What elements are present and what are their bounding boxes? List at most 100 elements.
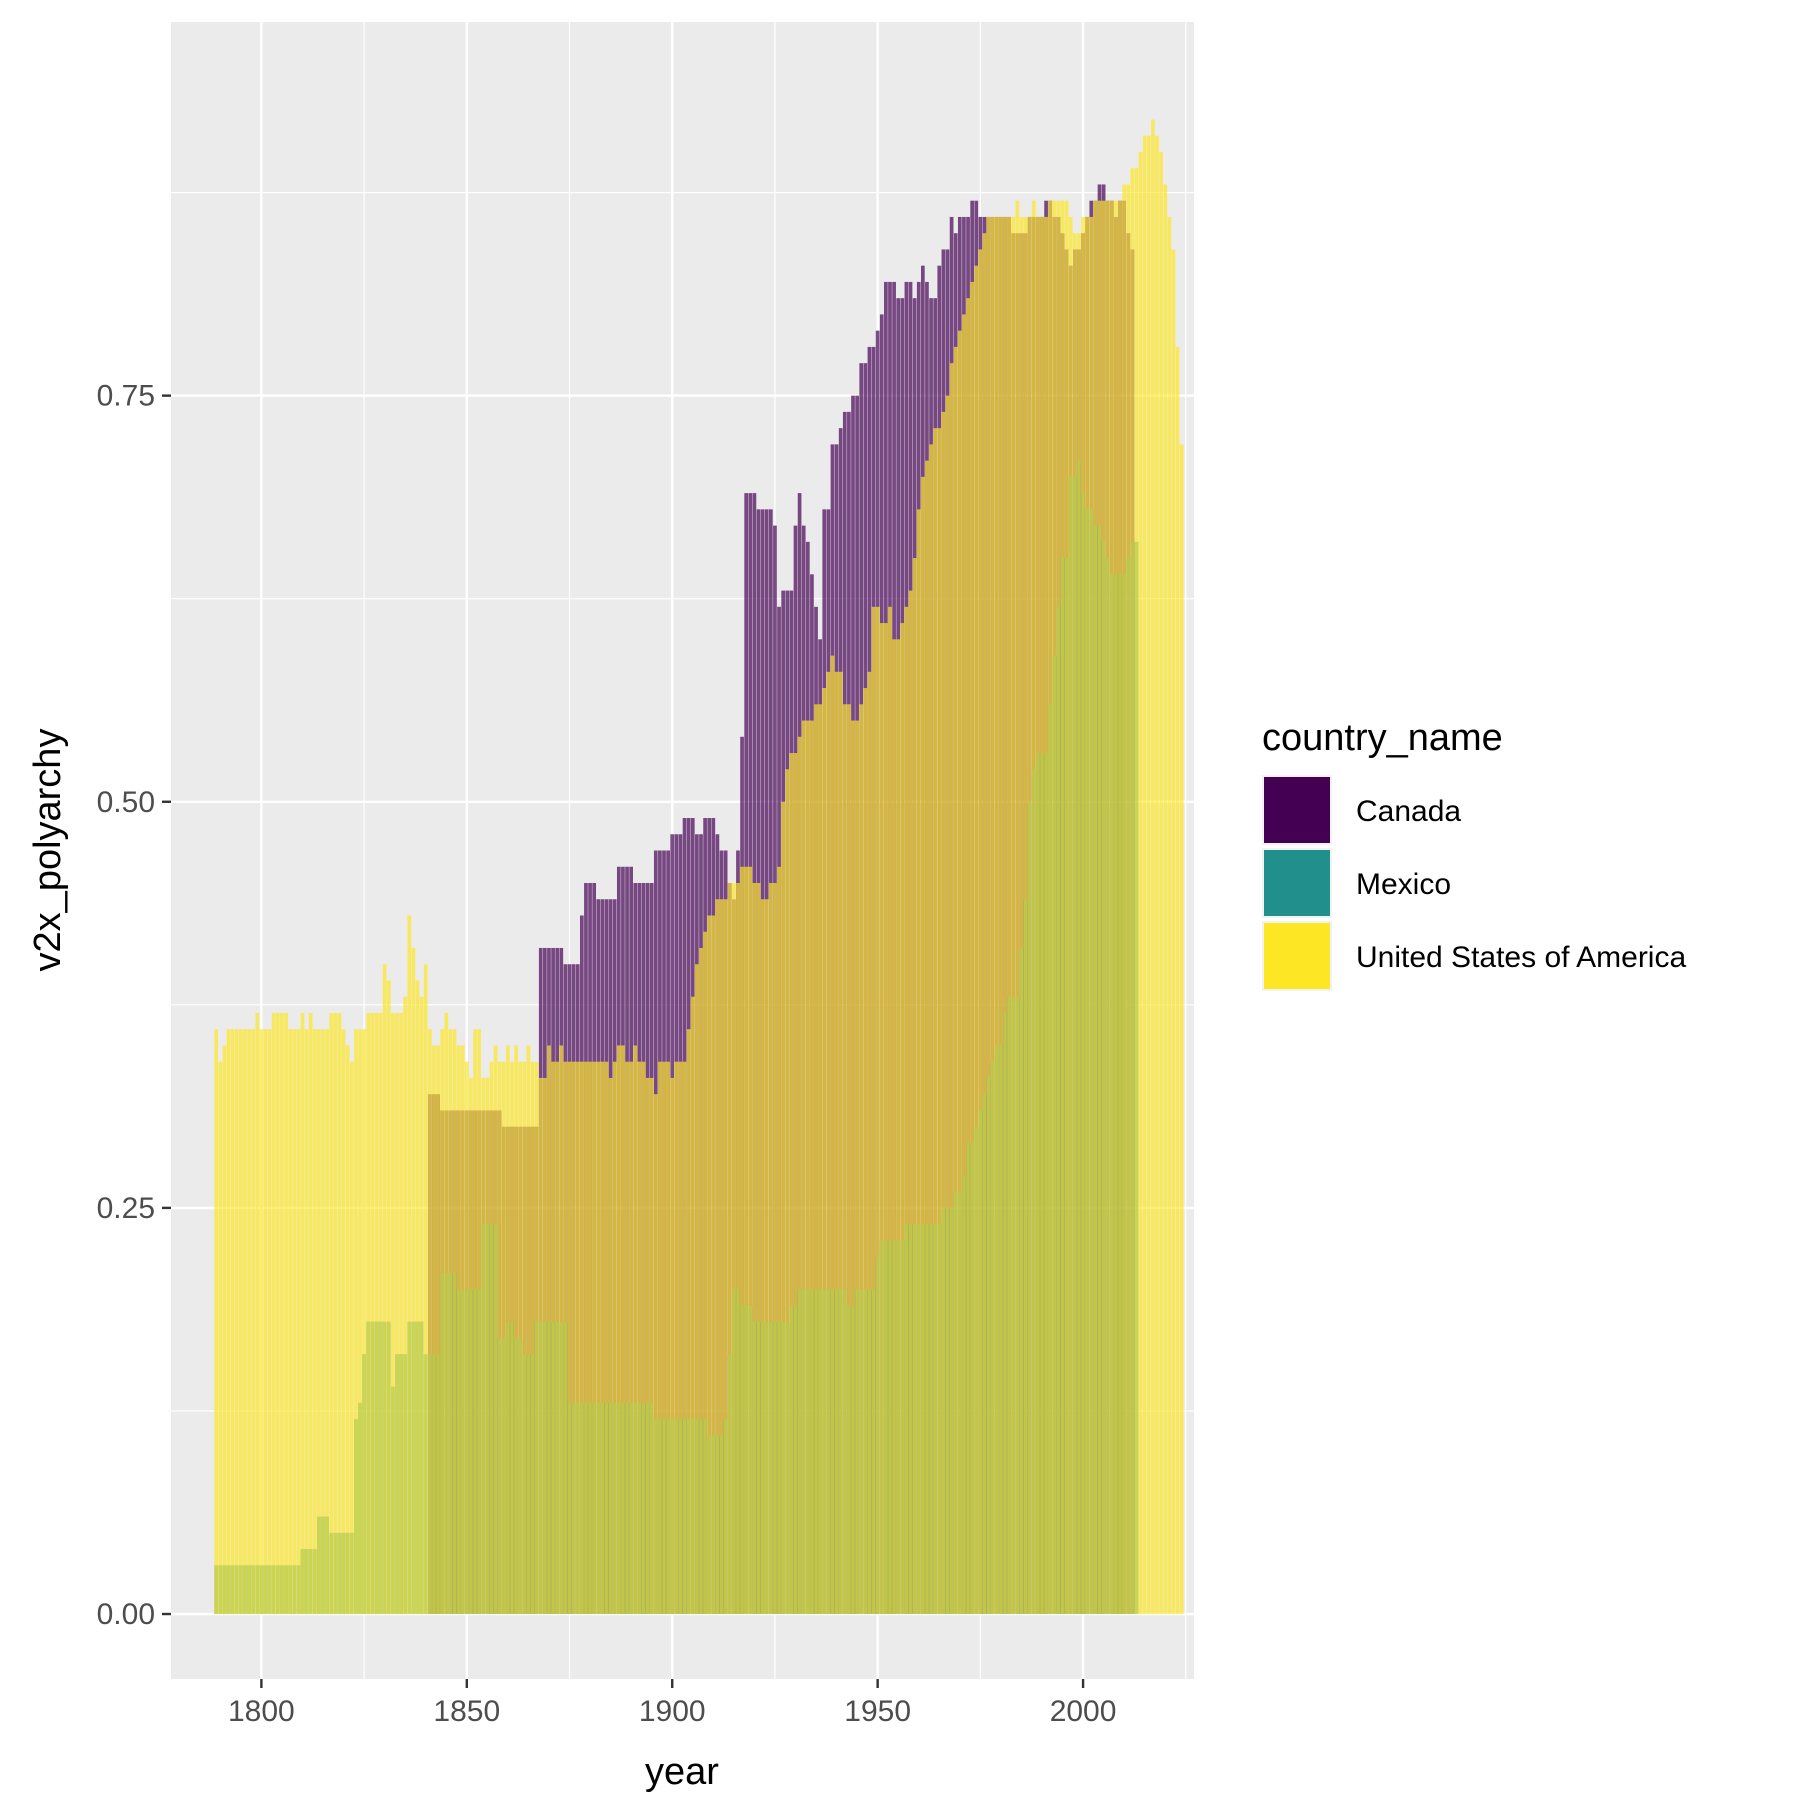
bar [699,947,703,1615]
bar [1126,184,1131,1615]
legend-swatch [1264,850,1330,916]
bar [493,1045,498,1615]
bar [949,363,954,1615]
bar [986,216,991,1615]
bars [214,119,1184,1615]
bar [386,980,391,1615]
bar [551,1061,555,1615]
bar [1175,346,1180,1615]
bar [719,899,724,1615]
bar [506,1045,510,1615]
bar [374,1012,379,1615]
bar [1077,233,1081,1615]
bar [748,866,753,1615]
x-tick-label: 1950 [844,1695,911,1728]
x-tick-label: 2000 [1050,1695,1117,1728]
bar [867,671,872,1615]
bar [312,1029,317,1615]
y-axis: 0.00 0.25 0.50 0.75 [97,380,171,1631]
bar [1134,168,1139,1615]
bar [1159,151,1163,1615]
bar [1171,249,1176,1615]
bar [604,1061,609,1615]
bar [238,1029,243,1615]
bar [329,1012,334,1615]
bar [317,1029,321,1615]
bar [1114,200,1118,1615]
bar [727,882,732,1615]
bar [859,704,864,1615]
bar [448,1029,453,1615]
bar [337,1012,342,1615]
bar [838,671,843,1615]
bar [407,915,412,1615]
bar [970,281,974,1615]
legend-items: Canada Mexico United States of America [1262,775,1686,991]
bar [358,1029,362,1615]
bar [982,233,987,1615]
bar [534,1061,539,1615]
bar [280,1012,284,1615]
bar [444,1012,449,1615]
bar [933,428,938,1615]
bar [715,899,720,1615]
bar [345,1045,350,1615]
x-axis: 1800 1850 1900 1950 2000 [228,1679,1116,1728]
bar [744,866,749,1615]
bar [288,1029,292,1615]
bar [588,1061,592,1615]
bar [251,1029,256,1615]
bar [801,720,806,1615]
bar [1023,216,1028,1615]
bar [637,1061,642,1615]
bar [855,720,859,1615]
bar [884,623,888,1615]
bar [222,1045,227,1615]
bar [1015,200,1020,1615]
bar [621,1045,625,1615]
bar [732,882,736,1615]
bar [538,1077,543,1615]
bar [460,1045,465,1615]
bar [830,655,835,1615]
bar [1003,216,1007,1615]
bar [321,1029,325,1615]
bar [230,1029,235,1615]
bar [978,249,983,1615]
bar [777,866,781,1615]
bar [452,1029,457,1615]
bar [953,346,958,1615]
bar [760,899,765,1615]
bar [559,1045,564,1615]
y-tick-label: 0.25 [97,1192,155,1225]
bar [440,1029,445,1615]
bar [501,1061,506,1615]
bar [851,720,855,1615]
bar [900,623,905,1615]
bar [1151,119,1155,1615]
bar [275,1012,280,1615]
bar [292,1029,297,1615]
bar [349,1061,354,1615]
bar [419,996,424,1615]
bar [834,671,839,1615]
bar [941,411,946,1615]
bar [300,1012,305,1615]
bar [1109,200,1114,1615]
bar [690,996,695,1615]
bar [707,915,712,1615]
bar [469,1077,473,1615]
bar [391,1012,395,1615]
x-tick-label: 1900 [639,1695,706,1728]
bar [1085,216,1090,1615]
bar [1052,200,1057,1615]
x-axis-title: year [645,1751,719,1793]
bar [974,265,979,1615]
legend-label: Mexico [1356,868,1451,901]
bar [1031,200,1036,1615]
bar [522,1061,527,1615]
bar [1089,216,1094,1615]
bar [411,947,416,1615]
bar [354,1029,358,1615]
bar [711,915,716,1615]
